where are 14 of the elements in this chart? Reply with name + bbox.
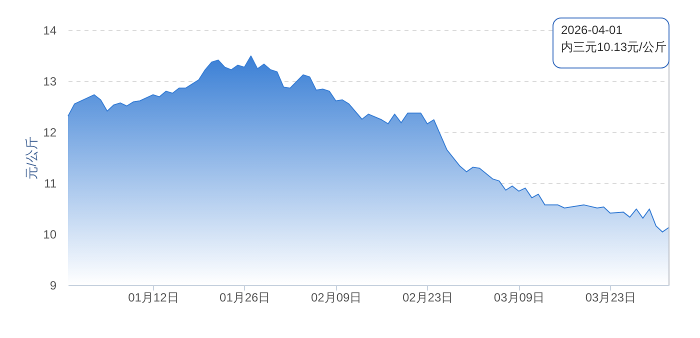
y-axis-title: 元/公斤 bbox=[24, 136, 40, 180]
y-tick-label: 11 bbox=[44, 176, 57, 190]
x-tick-label: 01月26日 bbox=[220, 290, 270, 304]
y-tick-label: 14 bbox=[43, 24, 57, 38]
y-tick-label: 10 bbox=[43, 228, 57, 242]
x-tick-label: 03月23日 bbox=[585, 290, 636, 304]
annotation: 2026-04-01 内三元10.13元/公斤 bbox=[561, 23, 666, 54]
y-tick-label: 13 bbox=[43, 74, 57, 88]
x-tick-label: 02月09日 bbox=[310, 290, 362, 304]
y-tick-label: 12 bbox=[43, 126, 57, 140]
x-tick-label: 02月23日 bbox=[402, 290, 454, 304]
y-tick-label: 9 bbox=[50, 278, 57, 292]
x-tick-label: 03月09日 bbox=[494, 290, 545, 304]
x-tick-label: 01月12日 bbox=[128, 290, 179, 304]
